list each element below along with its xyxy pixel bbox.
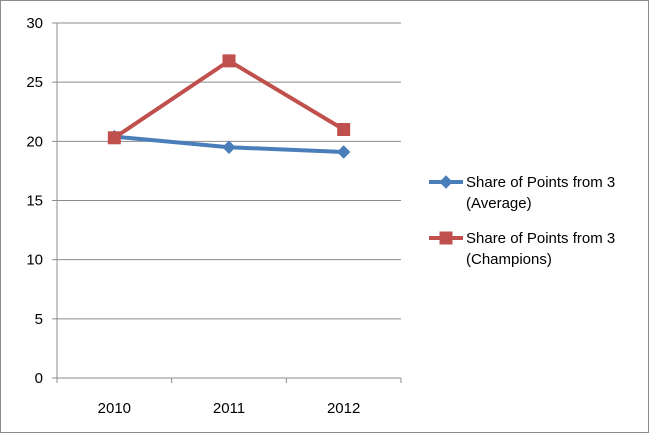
y-tick-label: 10 — [26, 252, 43, 269]
data-point — [337, 123, 351, 136]
y-tick-label: 30 — [26, 15, 43, 32]
y-tick-label: 0 — [35, 370, 43, 387]
data-point — [107, 131, 121, 145]
y-tick-label: 25 — [26, 74, 43, 91]
gridlines — [57, 22, 401, 320]
series — [107, 54, 351, 159]
legend-label: Share of Points from 3 (Champions) — [466, 230, 615, 268]
legend-marker — [439, 231, 453, 245]
legend-label-line: (Champions) — [466, 251, 552, 268]
axes: 0 5 10 15 20 25 30 2010 2011 2012 — [26, 15, 402, 417]
x-tick-label: 2011 — [213, 400, 245, 417]
legend-label-line: (Average) — [466, 195, 532, 212]
legend-label: Share of Points from 3 (Average) — [466, 174, 615, 212]
legend-label-line: Share of Points from 3 — [466, 230, 615, 247]
data-point — [222, 140, 236, 154]
y-tick-label: 20 — [26, 133, 43, 150]
legend: Share of Points from 3 (Average)Share of … — [429, 174, 615, 268]
y-tick-label: 5 — [35, 311, 43, 328]
series-line — [112, 58, 346, 140]
data-point — [336, 145, 351, 159]
series-2 — [107, 54, 351, 145]
x-tick-label: 2012 — [327, 400, 360, 417]
series-1 — [107, 129, 351, 159]
legend-label-line: Share of Points from 3 — [466, 174, 615, 191]
legend-item-2: Share of Points from 3 (Champions) — [429, 230, 615, 268]
data-point — [222, 54, 236, 68]
legend-item-1: Share of Points from 3 (Average) — [429, 174, 615, 212]
y-tick-label: 15 — [26, 193, 43, 210]
x-tick-label: 2010 — [98, 400, 131, 417]
legend-marker — [439, 175, 453, 189]
